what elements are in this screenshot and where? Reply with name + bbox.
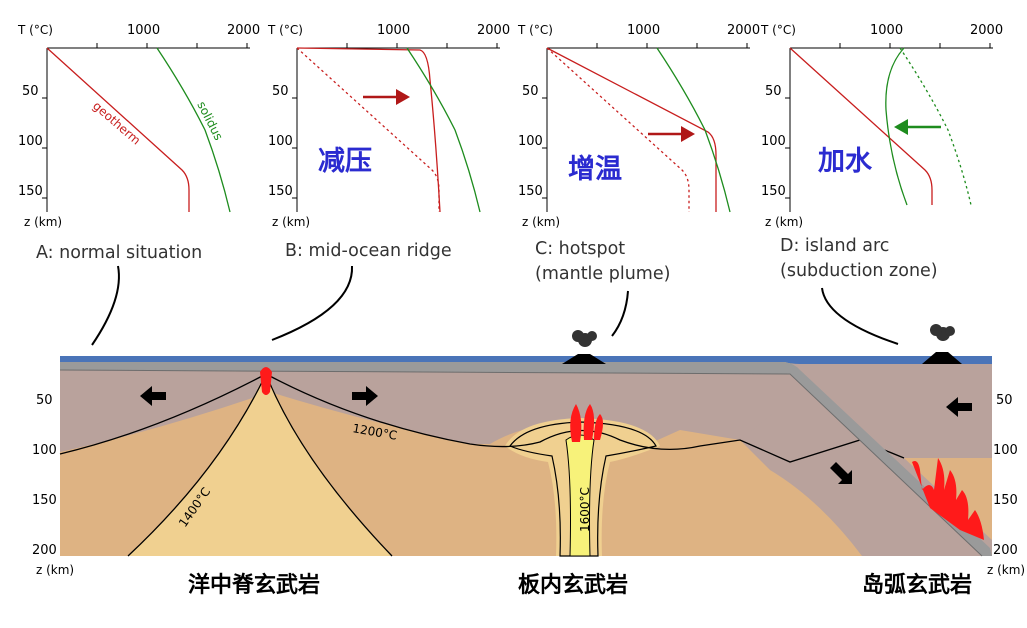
temperature-increase-arrow [648,126,695,142]
section-depth-150: 150 [32,493,57,508]
section-depth-50: 50 [36,393,53,408]
isotherm-1600-label: 1600°C [578,487,592,532]
section-depth-axis-label-right: z (km) [987,563,1025,577]
caption-b: B: mid-ocean ridge [285,241,452,261]
z-tick-50: 50 [522,84,539,99]
caption-d-line2: (subduction zone) [780,261,938,281]
overriding-plate-arrow [946,397,972,417]
solidus-curve [406,47,481,213]
section-depth-100: 100 [32,443,57,458]
hotspot-volcano [562,354,606,364]
t-tick-2000: 2000 [970,23,1003,38]
z-tick-150: 150 [18,184,43,199]
t-tick-2000: 2000 [227,23,260,38]
original-solidus-curve [899,47,972,206]
subduction-arrow [830,462,852,484]
process-label-decompression: 减压 [318,146,372,177]
leader-line-d [821,287,899,345]
ridge-magma [260,367,272,395]
panel-c-graph: T (°C) 1000 2000 50 100 150 z (km) 增温 [517,23,760,229]
temperature-axis-label: T (°C) [17,23,53,37]
label-intraplate-basalt: 板内玄武岩 [518,572,628,598]
depth-axis-label: z (km) [765,215,803,229]
plate-motion-left-arrow [140,386,166,406]
z-tick-100: 100 [518,134,543,149]
hydrated-solidus-curve [885,47,908,206]
panel-d-graph: T (°C) 1000 2000 50 100 150 z (km) 加水 [760,23,1003,229]
t-tick-2000: 2000 [727,23,760,38]
panel-b-graph: T (°C) 1000 2000 50 100 150 z (km) 减压 [267,23,510,229]
process-label-hydration: 加水 [818,146,873,177]
t-tick-1000: 1000 [377,23,410,38]
z-tick-50: 50 [272,84,289,99]
z-tick-50: 50 [22,84,39,99]
plate-motion-right-arrow [352,386,378,406]
z-tick-50: 50 [765,84,782,99]
temperature-axis-label: T (°C) [517,23,553,37]
z-tick-150: 150 [268,184,293,199]
leader-line-b [271,265,354,341]
geotherm-curve [546,47,717,212]
plume-magma [570,404,582,442]
panel-a-graph: T (°C) 1000 2000 50 100 150 z (km) geoth… [17,23,260,229]
section-depth-200-right: 200 [993,543,1018,558]
solidus-shift-arrow [894,119,941,135]
caption-a: A: normal situation [36,243,202,263]
solidus-curve [656,47,731,213]
geotherm-label: geotherm [90,99,143,148]
t-tick-2000: 2000 [477,23,510,38]
geotherm-curve [46,47,190,212]
solidus-curve [156,47,231,213]
depth-axis-label: z (km) [522,215,560,229]
section-depth-axis-label: z (km) [36,563,74,577]
z-tick-100: 100 [18,134,43,149]
z-tick-100: 100 [761,134,786,149]
temperature-axis-label: T (°C) [267,23,303,37]
original-geotherm-curve [546,47,690,212]
leader-line-a [91,265,120,346]
t-tick-1000: 1000 [870,23,903,38]
label-island-arc-basalt: 岛弧玄武岩 [862,572,972,598]
caption-c-line1: C: hotspot [535,239,625,259]
arc-volcano [922,352,962,364]
section-depth-150-right: 150 [993,493,1018,508]
z-tick-150: 150 [761,184,786,199]
depth-axis-label: z (km) [272,215,310,229]
process-label-heating: 增温 [568,153,622,185]
t-tick-1000: 1000 [127,23,160,38]
depth-axis-label: z (km) [24,215,62,229]
caption-d-line1: D: island arc [780,236,889,256]
leader-line-c [611,290,629,337]
z-tick-100: 100 [268,134,293,149]
label-mid-ocean-ridge-basalt: 洋中脊玄武岩 [188,572,320,598]
earth-cross-section: 1200°C 1400°C 1600°C 50 100 150 200 z (k… [32,324,1025,577]
t-tick-1000: 1000 [627,23,660,38]
z-tick-150: 150 [518,184,543,199]
caption-c-line2: (mantle plume) [535,264,670,284]
geotherm-curve [789,47,933,205]
temperature-axis-label: T (°C) [760,23,796,37]
original-geotherm-curve [296,47,440,212]
section-depth-200: 200 [32,543,57,558]
geotherm-shift-arrow [363,89,410,105]
solidus-label: solidus [194,99,225,143]
section-depth-50-right: 50 [996,393,1013,408]
geotherm-curve [296,47,441,213]
arc-magma [912,458,984,540]
section-depth-100-right: 100 [993,443,1018,458]
